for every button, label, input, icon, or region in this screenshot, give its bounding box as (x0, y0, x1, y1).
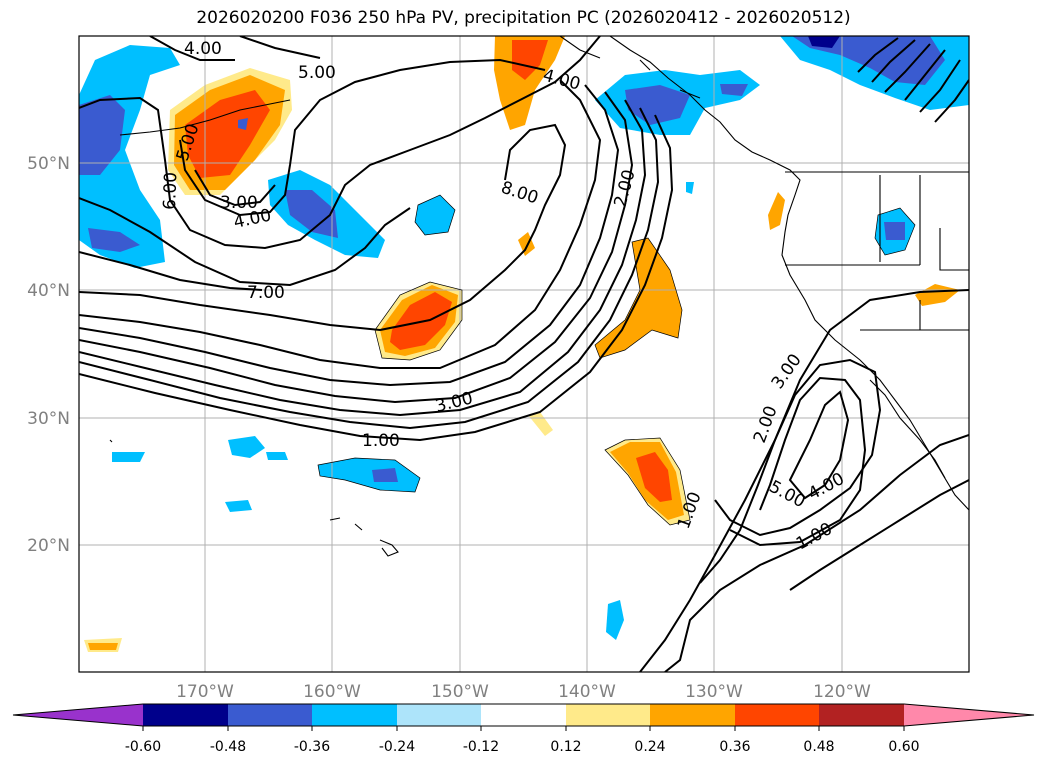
colorbar: -0.60 -0.48 -0.36 -0.24 -0.12 0.12 0.24 … (12, 703, 1035, 755)
lat-label: 50°N (27, 154, 70, 174)
colorbar-tick-label: 0.60 (888, 739, 919, 755)
contour-label: 6.00 (160, 172, 181, 211)
lon-label: 150°W (431, 682, 489, 702)
figure-title: 2026020200 F036 250 hPa PV, precipitatio… (196, 8, 851, 28)
colorbar-extend-low (13, 704, 143, 726)
lon-label: 170°W (176, 682, 234, 702)
lat-label: 30°N (27, 409, 70, 429)
colorbar-tick-label: 0.24 (634, 739, 665, 755)
colorbar-segment (143, 704, 228, 726)
colorbar-tick-label: 0.12 (550, 739, 581, 755)
shading-outlines (317, 194, 916, 526)
contour-label: 5.00 (298, 63, 336, 83)
colorbar-tick-label: -0.24 (379, 739, 415, 755)
contour-label: 7.00 (247, 283, 285, 303)
colorbar-tick-label: -0.12 (463, 739, 499, 755)
latitude-labels: 50°N 40°N 30°N 20°N (27, 154, 70, 556)
contour-label: 4.00 (184, 39, 222, 59)
colorbar-tick-label: -0.48 (210, 739, 246, 755)
colorbar-segment (228, 704, 312, 726)
contour-label: 3.00 (220, 193, 258, 213)
contour-label: 1.00 (362, 431, 400, 451)
colorbar-segment (312, 704, 397, 726)
longitude-labels: 170°W 160°W 150°W 140°W 130°W 120°W (176, 682, 871, 702)
colorbar-segment (566, 704, 650, 726)
colorbar-segment (397, 704, 481, 726)
lat-label: 40°N (27, 281, 70, 301)
lon-label: 140°W (558, 682, 616, 702)
lat-label: 20°N (27, 536, 70, 556)
colorbar-tick-label: -0.60 (125, 739, 161, 755)
colorbar-segment (481, 704, 566, 726)
colorbar-segment (819, 704, 904, 726)
colorbar-segment (735, 704, 819, 726)
coastlines (109, 36, 969, 557)
colorbar-tick-label: 0.48 (803, 739, 834, 755)
lon-label: 160°W (303, 682, 361, 702)
lon-label: 130°W (685, 682, 743, 702)
colorbar-extend-high (904, 704, 1034, 726)
gridlines (79, 36, 969, 672)
colorbar-segment (650, 704, 735, 726)
colorbar-tick-label: 0.36 (719, 739, 750, 755)
pv-contours (79, 36, 969, 672)
colorbar-tick-label: -0.36 (294, 739, 330, 755)
lon-label: 120°W (813, 682, 871, 702)
map-frame (78, 35, 970, 673)
